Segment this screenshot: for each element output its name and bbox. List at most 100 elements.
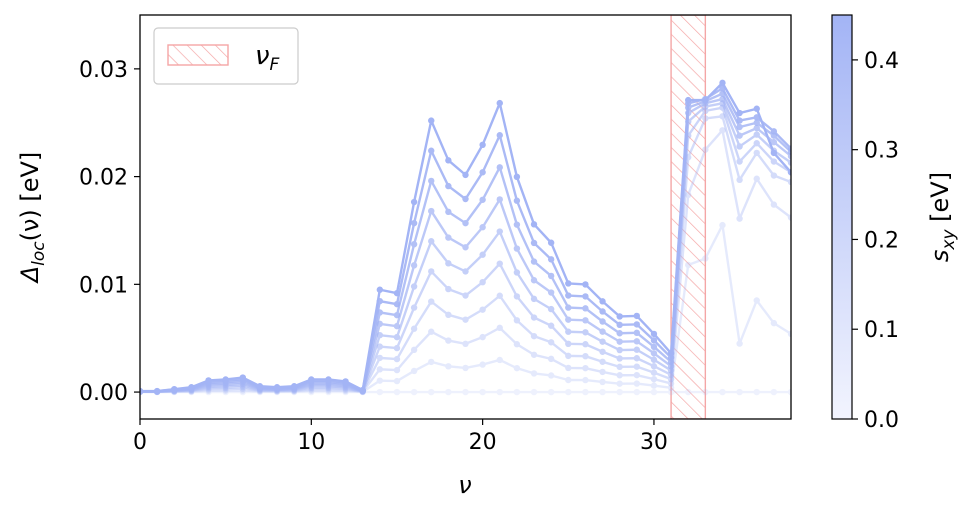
data-point [582,364,589,372]
data-point [393,333,401,341]
data-point [530,295,538,303]
data-point [547,372,555,379]
colorbar-tick-label: 0.0 [864,408,899,433]
data-point [376,377,384,384]
data-point [479,388,486,396]
data-point [496,292,503,299]
x-tick-label: 30 [640,430,668,455]
data-point [565,364,572,372]
data-point [376,343,384,350]
data-point [616,372,623,379]
data-point [582,376,589,384]
data-point [685,388,692,396]
data-point [582,329,589,336]
x-axis-label: ν [458,471,471,499]
data-point [565,316,572,323]
data-point [736,117,743,124]
data-point [582,388,589,396]
data-point [616,330,623,337]
data-point [428,358,435,366]
plot-area [139,14,792,420]
data-point [140,387,144,395]
data-point [599,298,606,305]
data-point [496,324,503,332]
data-point [308,388,315,396]
data-point [462,268,469,275]
data-point [376,366,384,373]
y-tick-label: 0.03 [79,58,128,83]
data-point [513,293,521,300]
data-point [599,358,606,365]
data-point [650,330,658,338]
data-point [702,146,709,153]
data-point [565,388,572,396]
data-point [770,158,778,165]
data-point [736,215,743,222]
data-point [753,140,760,147]
colorbar-gradient [831,14,853,420]
data-point [359,386,366,394]
data-point [547,388,555,396]
colorbar-label: sxy [eV] [926,172,959,262]
data-point [599,348,606,355]
data-point [667,380,675,387]
y-tick-label: 0.01 [79,273,128,298]
data-point [410,198,418,206]
data-point [462,171,469,179]
data-point [667,384,675,391]
data-point [410,304,418,311]
data-point [239,388,246,396]
data-point [239,374,246,381]
data-point [290,383,298,390]
data-point [513,341,521,348]
data-point [171,385,178,393]
data-point [702,115,709,122]
data-point [428,388,435,396]
y-axis-label: Δloc(ν) [eV] [16,152,49,285]
data-point [376,354,384,362]
data-point [753,131,760,138]
data-point [222,376,229,383]
data-point [530,388,538,396]
data-point [616,363,623,371]
data-point [376,286,384,293]
data-point [530,277,538,284]
data-point [650,350,658,357]
data-point [513,269,521,276]
plot-frame [139,14,792,420]
data-point [650,343,658,351]
data-point [565,304,572,311]
data-point [393,300,401,308]
data-point [462,195,469,203]
data-point [719,79,726,87]
data-point [428,147,435,154]
data-point [462,340,469,348]
data-point [736,109,743,117]
data-point [633,388,641,396]
data-point [633,321,641,328]
data-point [496,260,503,267]
data-point [736,176,743,184]
data-point [736,158,743,165]
data-point [736,340,743,347]
data-point [599,378,606,386]
data-point [462,292,469,299]
y-tick-label: 0.02 [79,166,128,191]
data-point [393,344,401,352]
data-point [582,305,589,312]
data-point [530,332,538,340]
data-point [633,329,641,337]
data-point [428,238,435,245]
data-point [530,221,538,228]
data-point [753,124,760,132]
data-point [479,224,486,231]
data-point [565,340,572,348]
data-point [753,297,760,304]
data-point [428,268,435,275]
data-point [428,298,435,305]
data-point [496,388,503,396]
data-point [462,219,469,227]
data-point [153,387,161,395]
data-point [445,337,452,344]
data-point [479,333,486,341]
